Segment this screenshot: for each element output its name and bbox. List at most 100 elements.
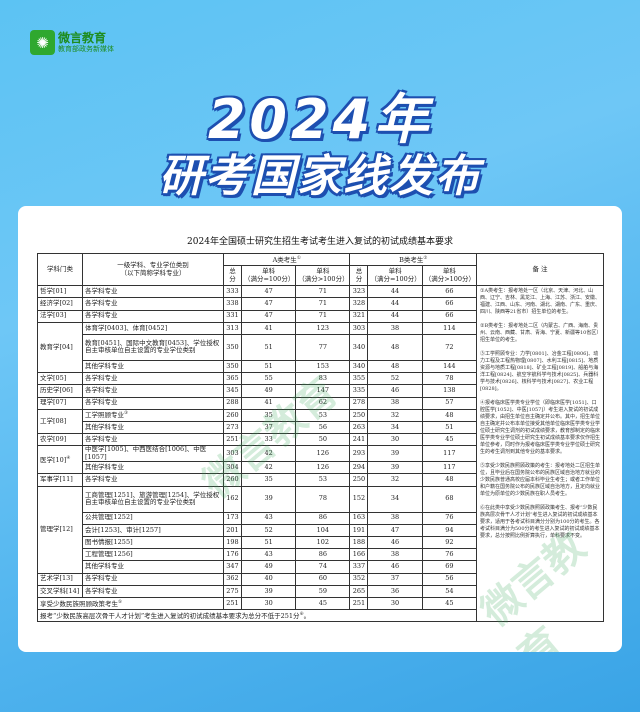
category-cell: 军事学[11] [37, 473, 83, 487]
score-b-total: 352 [349, 572, 369, 586]
score-a-single-gt100: 60 [295, 572, 351, 586]
score-a-single100: 47 [240, 309, 297, 323]
subject-cell: 工商管理[1251]、旅游管理[1254]、学位授权自主审核单位自主设置的专业学… [82, 485, 224, 513]
table-row: 工程管理[1256] 176 43 86 166 38 76 [38, 548, 604, 562]
category-label: 管理学[12] [40, 524, 73, 533]
score-a-single100: 41 [240, 321, 297, 335]
score-a-single100: 37 [240, 420, 297, 435]
score-b-total: 328 [349, 297, 369, 311]
score-b-single100: 32 [367, 473, 423, 487]
subject-cell: 各学科专业 [82, 384, 224, 398]
subject-label: 各学科专业 [85, 475, 118, 484]
subject-label: 图书情报[1255] [85, 537, 133, 546]
score-a-single-gt100: 147 [295, 384, 351, 398]
score-a-single100: 43 [240, 548, 297, 562]
header-subject: 一级学科、专业学位类别 （以下简称学科专业） [82, 252, 224, 287]
subject-label: 其他学科专业 [85, 422, 124, 431]
score-a-single100: 49 [240, 560, 297, 574]
score-b-single-gt100: 66 [421, 309, 478, 323]
score-a-total: 162 [223, 485, 242, 513]
category-label: 历史学[06] [40, 386, 73, 395]
category-label: 军事学[11] [40, 475, 73, 484]
table-row: 艺术学[13] 各学科专业 362 40 60 352 37 56 [37, 572, 604, 586]
score-a-total: 176 [223, 548, 242, 562]
score-b-single100: 44 [367, 297, 423, 311]
subheader-label: 单科 [442, 267, 456, 276]
score-b-single-gt100: 54 [421, 584, 478, 598]
score-a-single-gt100: 74 [295, 560, 351, 574]
score-b-single-gt100: 92 [421, 535, 478, 550]
subheader-note: （满分=100分） [243, 274, 295, 283]
score-b-total: 294 [349, 461, 369, 475]
subject-cell: 各学科专业 [82, 584, 224, 598]
score-a-single100: 35 [240, 408, 297, 422]
score-b-total: 241 [349, 433, 369, 447]
score-b-total: 250 [349, 408, 369, 422]
remark-note: ⑥在此类中享受少数民族照顾政策考生、报考“少数民族高层次骨干人才计划”考生进入复… [480, 505, 600, 540]
score-a-single-gt100: 123 [295, 321, 351, 335]
subject-cell: 教育[0451]、国际中文教育[0453]、学位授权自主审核单位自主设置的专业学… [82, 333, 224, 361]
score-a-single100: 40 [240, 572, 297, 586]
score-b-single100: 30 [367, 596, 423, 611]
category-cell: 法学[03] [37, 309, 83, 323]
subject-cell: 各学科专业 [82, 309, 224, 323]
score-b-single100: 36 [367, 584, 423, 598]
score-a-single100: 51 [240, 359, 297, 374]
score-a-single100: 43 [240, 511, 297, 525]
category-label: 经济学[02] [40, 299, 73, 308]
score-b-single-gt100: 76 [421, 511, 478, 525]
score-b-total: 265 [349, 584, 369, 598]
score-b-single-gt100: 72 [421, 333, 478, 361]
table-row: 经济学[02] 各学科专业 338 47 71 328 44 66 [37, 297, 604, 311]
subject-label: 各学科专业 [85, 373, 118, 382]
score-b-total: 335 [349, 384, 369, 398]
score-a-single100: 51 [240, 535, 297, 550]
category-label: 享受少数民族照顾政策考生 [40, 599, 118, 608]
subheader-b-single100: 单科 （满分=100分） [367, 265, 423, 287]
score-b-single-gt100: 51 [421, 420, 478, 435]
category-cell: 文学[05] [37, 372, 83, 386]
score-table: 学科门类 一级学科、专业学位类别 （以下简称学科专业） A类考生① B类考生② 备… [37, 252, 604, 623]
category-label: 医学[10] [40, 456, 67, 465]
score-a-total: 198 [223, 535, 242, 550]
score-b-single100: 46 [367, 384, 423, 398]
score-b-total: 323 [349, 285, 369, 299]
header-b-sup: ② [423, 255, 428, 261]
logo-name: 微言教育 [58, 30, 107, 45]
category-cell: 享受少数民族照顾政策考生⑤ [37, 596, 224, 611]
score-b-total: 191 [349, 523, 369, 538]
score-a-total: 173 [223, 511, 242, 525]
headline-year: 2024年 [207, 88, 433, 151]
subject-cell: 图书情报[1255] [82, 535, 224, 550]
score-b-single-gt100: 144 [421, 359, 478, 374]
score-table-card: 2024年全国硕士研究生招生考试考生进入复试的初试成绩基本要求 学科门类 一级学… [18, 206, 622, 652]
header-a-sup: ① [296, 255, 301, 261]
score-b-single100: 47 [367, 523, 423, 538]
category-label: 教育学[04] [40, 342, 73, 351]
score-b-total: 250 [349, 473, 369, 487]
subheader-note: （满分>100分） [298, 274, 349, 283]
score-b-single100: 38 [367, 396, 423, 410]
logo-tagline: 教育部政务新媒体 [58, 44, 114, 53]
score-a-single-gt100: 102 [295, 535, 351, 550]
subject-label: 工程管理[1256] [85, 550, 133, 559]
remarks-cell: ①A类考生：报考地处一区（北京、天津、河北、山西、辽宁、吉林、黑龙江、上海、江苏… [476, 285, 604, 623]
score-a-single100: 47 [240, 297, 297, 311]
category-label: 法学[03] [40, 311, 67, 320]
score-a-total: 350 [223, 359, 242, 374]
subject-label: 各学科专业 [85, 574, 118, 583]
table-row: 交叉学科[14] 各学科专业 275 39 59 265 36 54 [37, 584, 604, 598]
dandelion-logo-icon: ✺ [30, 30, 55, 55]
score-a-total: 201 [223, 523, 242, 538]
score-a-single-gt100: 86 [295, 511, 351, 525]
score-b-single100: 38 [367, 321, 423, 335]
remark-note: ④报考临床医学类专业学位（即临床医学[1051]、口腔医学[1052]、中医[1… [480, 400, 601, 456]
category-cell: 交叉学科[14] [37, 584, 83, 598]
subheader-label: 总分 [229, 267, 236, 283]
subject-cell: 其他学科专业 [82, 461, 224, 475]
score-a-single-gt100: 126 [295, 445, 351, 463]
score-b-single-gt100: 48 [421, 473, 478, 487]
remark-note: ⑤享受少数民族照顾政策的考生：报考地处二区招生单位，且毕业后在国务院公布的民族区… [480, 463, 601, 498]
subject-cell: 工学照顾专业③ [82, 408, 224, 422]
score-a-single-gt100: 71 [295, 309, 351, 323]
